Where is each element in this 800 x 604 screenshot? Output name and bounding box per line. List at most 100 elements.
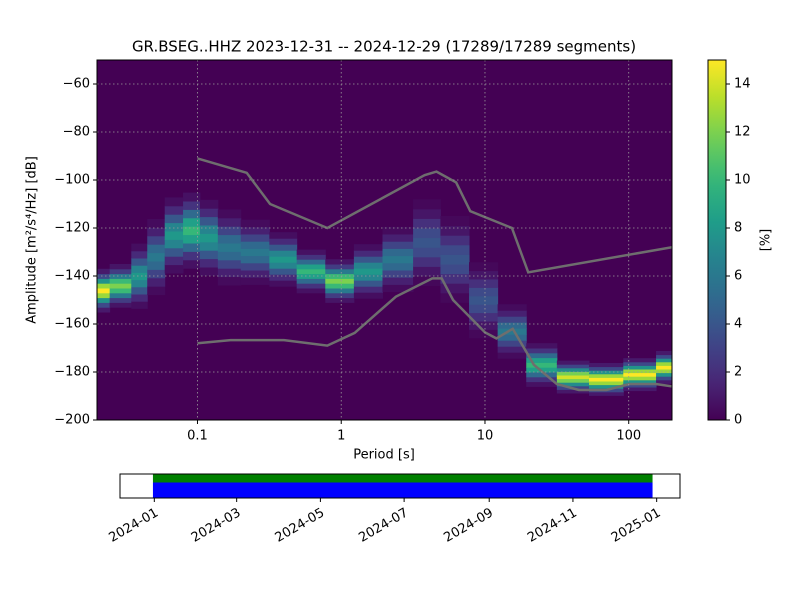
density-cell <box>131 301 148 309</box>
density-cell <box>556 382 590 387</box>
density-cell <box>240 234 270 242</box>
density-cell <box>325 292 355 299</box>
density-cell <box>147 286 166 296</box>
y-tick-label: −80 <box>63 125 90 140</box>
density-cell <box>440 216 470 227</box>
density-cell <box>217 243 242 252</box>
density-cell <box>382 255 414 264</box>
y-tick-label: −60 <box>63 77 90 92</box>
density-cell <box>382 234 414 242</box>
density-cell <box>556 367 590 372</box>
density-cell <box>469 312 499 322</box>
y-tick-label: −140 <box>54 269 90 284</box>
density-cell <box>623 387 657 392</box>
density-cell <box>623 379 657 384</box>
density-cell <box>413 199 441 210</box>
y-tick-label: −200 <box>54 413 90 428</box>
density-cell <box>217 276 242 286</box>
density-cell <box>353 244 383 251</box>
density-cell <box>147 227 166 237</box>
density-cell <box>97 268 111 275</box>
density-cell <box>413 256 441 267</box>
colorbar-tick-label: 0 <box>734 413 742 428</box>
density-cell <box>469 304 499 314</box>
density-cell <box>353 262 383 269</box>
density-cell <box>131 258 148 266</box>
density-cell <box>199 225 219 234</box>
density-cell <box>526 362 558 368</box>
density-cell <box>382 248 414 257</box>
density-cell <box>269 280 298 287</box>
density-cell <box>556 371 590 376</box>
coverage-frame <box>119 473 681 499</box>
density-cell <box>526 348 558 354</box>
density-cell <box>240 219 270 228</box>
density-cell <box>656 354 672 359</box>
y-tick-label: −160 <box>54 317 90 332</box>
density-cell <box>269 262 298 269</box>
density-cell <box>556 389 590 394</box>
density-cell <box>497 340 527 347</box>
density-cell <box>440 283 470 294</box>
density-cell <box>440 235 470 246</box>
density-cell <box>269 244 298 251</box>
density-cell <box>469 279 499 288</box>
density-cell <box>526 352 558 359</box>
coverage-tick-label: 2024-01 <box>107 506 162 546</box>
density-cell <box>656 372 672 377</box>
colorbar-label: [%] <box>759 229 774 252</box>
density-cell <box>269 256 298 263</box>
density-cell <box>353 268 383 275</box>
x-tick-label: 100 <box>616 429 641 444</box>
density-cell <box>147 219 166 228</box>
plot-frame <box>96 59 673 421</box>
density-cell <box>526 381 558 387</box>
density-cell <box>623 369 657 374</box>
y-tick-label: −180 <box>54 365 90 380</box>
density-cell <box>183 192 201 202</box>
density-cell <box>199 199 219 209</box>
density-cell <box>497 328 527 335</box>
density-cell <box>131 294 148 302</box>
density-cell <box>469 270 499 280</box>
density-cell <box>164 214 184 224</box>
density-cell <box>382 277 414 285</box>
coverage-bar <box>152 482 653 498</box>
density-cell <box>353 274 383 281</box>
density-cell <box>164 197 184 207</box>
density-cell <box>296 278 326 284</box>
density-cell <box>131 243 148 252</box>
density-cell <box>623 358 657 363</box>
density-cell <box>217 259 242 269</box>
density-cell <box>147 261 166 270</box>
density-cell <box>623 383 657 388</box>
colorbar-tick-label: 12 <box>734 125 751 140</box>
density-cell <box>296 254 326 260</box>
density-cell <box>199 208 219 218</box>
density-cell <box>353 292 383 299</box>
density-cell <box>183 217 201 227</box>
density-cell <box>656 376 672 381</box>
x-axis-label: Period [s] <box>353 448 415 463</box>
density-cell <box>183 201 201 210</box>
density-cell <box>164 247 184 257</box>
density-cell <box>469 262 499 272</box>
density-cell <box>217 217 242 227</box>
density-cell <box>240 270 270 278</box>
density-cell <box>497 334 527 341</box>
density-cell <box>217 234 242 244</box>
density-cell <box>269 268 298 275</box>
density-cell <box>164 222 184 232</box>
density-cell <box>109 278 132 284</box>
density-cell <box>469 287 499 297</box>
density-cell <box>147 277 166 287</box>
density-cell <box>588 363 624 368</box>
density-cell <box>469 295 499 305</box>
density-cell <box>623 372 657 377</box>
density-cell <box>469 321 499 330</box>
density-cell <box>556 378 590 383</box>
colorbar-tick-label: 8 <box>734 221 742 236</box>
density-cell <box>497 322 527 329</box>
density-cell <box>199 233 219 243</box>
density-cell <box>413 247 441 258</box>
